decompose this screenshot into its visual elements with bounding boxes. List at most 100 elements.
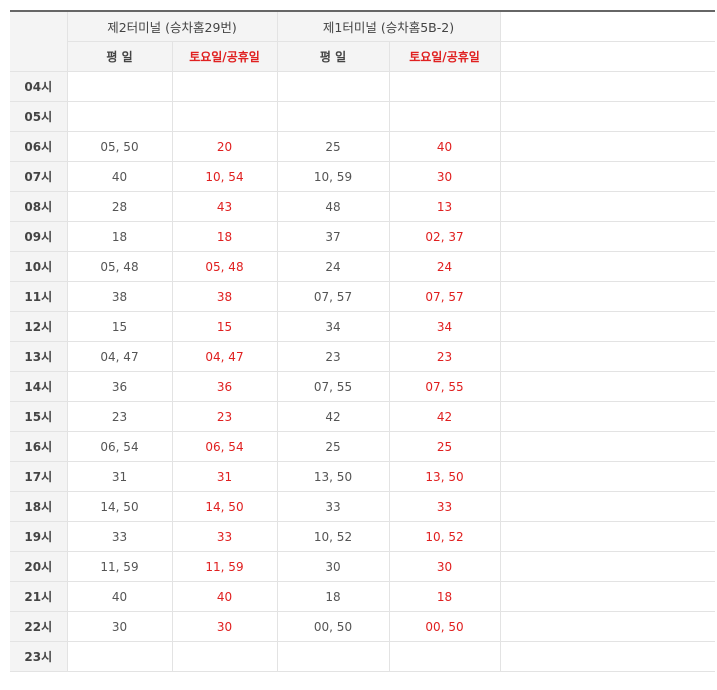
t2-holiday-cell: 14, 50 bbox=[172, 491, 278, 522]
table-row: 07시 40 10, 54 10, 59 30 bbox=[10, 161, 716, 192]
t2-weekday-cell: 31 bbox=[67, 461, 173, 492]
table-row: 13시 04, 47 04, 47 23 23 bbox=[10, 341, 716, 372]
t2-holiday-cell: 10, 54 bbox=[172, 161, 278, 192]
row-spacer bbox=[500, 461, 716, 492]
t2-weekday-cell bbox=[67, 641, 173, 672]
t1-holiday-cell: 13, 50 bbox=[389, 461, 501, 492]
t1-holiday-cell: 10, 52 bbox=[389, 521, 501, 552]
hour-cell: 13시 bbox=[10, 341, 68, 372]
row-spacer bbox=[500, 161, 716, 192]
table-row: 19시 33 33 10, 52 10, 52 bbox=[10, 521, 716, 552]
table-row: 22시 30 30 00, 50 00, 50 bbox=[10, 611, 716, 642]
hour-cell: 18시 bbox=[10, 491, 68, 522]
t1-weekday-cell: 24 bbox=[277, 251, 390, 282]
t2-weekday-cell: 40 bbox=[67, 161, 173, 192]
t2-weekday-cell bbox=[67, 101, 173, 132]
table-row: 21시 40 40 18 18 bbox=[10, 581, 716, 612]
row-spacer bbox=[500, 131, 716, 162]
t1-weekday-cell bbox=[277, 641, 390, 672]
t1-holiday-cell: 40 bbox=[389, 131, 501, 162]
hour-cell: 22시 bbox=[10, 611, 68, 642]
table-row: 20시 11, 59 11, 59 30 30 bbox=[10, 551, 716, 582]
row-spacer bbox=[500, 101, 716, 132]
t1-weekday-cell: 34 bbox=[277, 311, 390, 342]
hour-cell: 14시 bbox=[10, 371, 68, 402]
t2-weekday-cell: 30 bbox=[67, 611, 173, 642]
hour-cell: 23시 bbox=[10, 641, 68, 672]
t1-weekday-cell: 07, 57 bbox=[277, 281, 390, 312]
t2-weekday-cell: 15 bbox=[67, 311, 173, 342]
hour-cell: 19시 bbox=[10, 521, 68, 552]
row-spacer bbox=[500, 581, 716, 612]
table-row: 05시 bbox=[10, 101, 716, 132]
t2-holiday-cell: 15 bbox=[172, 311, 278, 342]
t2-weekday-cell: 40 bbox=[67, 581, 173, 612]
hour-cell: 17시 bbox=[10, 461, 68, 492]
t2-weekday-cell: 33 bbox=[67, 521, 173, 552]
row-spacer bbox=[500, 71, 716, 102]
t2-holiday-cell: 23 bbox=[172, 401, 278, 432]
hour-cell: 10시 bbox=[10, 251, 68, 282]
t2-holiday-cell: 11, 59 bbox=[172, 551, 278, 582]
table-row: 04시 bbox=[10, 71, 716, 102]
hour-cell: 09시 bbox=[10, 221, 68, 252]
t2-holiday-cell: 43 bbox=[172, 191, 278, 222]
t1-holiday-cell: 33 bbox=[389, 491, 501, 522]
t1-weekday-cell: 25 bbox=[277, 431, 390, 462]
t2-weekday-cell: 36 bbox=[67, 371, 173, 402]
t1-holiday-cell bbox=[389, 71, 501, 102]
t1-holiday-header: 토요일/공휴일 bbox=[389, 41, 501, 72]
table-row: 06시 05, 50 20 25 40 bbox=[10, 131, 716, 162]
timetable-body: 04시 05시 06시 05, 50 20 25 40 07시 40 10, 54 10, 59 30… bbox=[10, 71, 716, 672]
t1-weekday-header: 평 일 bbox=[277, 41, 390, 72]
t2-holiday-cell bbox=[172, 71, 278, 102]
t2-holiday-cell: 40 bbox=[172, 581, 278, 612]
t1-weekday-cell: 07, 55 bbox=[277, 371, 390, 402]
t1-weekday-cell: 42 bbox=[277, 401, 390, 432]
t1-weekday-cell: 00, 50 bbox=[277, 611, 390, 642]
hour-cell: 08시 bbox=[10, 191, 68, 222]
table-row: 15시 23 23 42 42 bbox=[10, 401, 716, 432]
hour-cell: 11시 bbox=[10, 281, 68, 312]
terminal-2-header: 제2터미널 (승차홈29번) bbox=[67, 11, 278, 42]
t2-holiday-cell: 38 bbox=[172, 281, 278, 312]
t1-holiday-cell: 07, 57 bbox=[389, 281, 501, 312]
t2-weekday-cell: 18 bbox=[67, 221, 173, 252]
t2-holiday-cell: 33 bbox=[172, 521, 278, 552]
bus-timetable: 제2터미널 (승차홈29번) 제1터미널 (승차홈5B-2) 평 일 토요일/공… bbox=[10, 10, 716, 672]
hour-cell: 20시 bbox=[10, 551, 68, 582]
row-spacer bbox=[500, 191, 716, 222]
t2-holiday-cell: 20 bbox=[172, 131, 278, 162]
t2-weekday-cell: 05, 50 bbox=[67, 131, 173, 162]
row-spacer bbox=[500, 311, 716, 342]
t1-weekday-cell bbox=[277, 71, 390, 102]
t1-holiday-cell: 02, 37 bbox=[389, 221, 501, 252]
t2-holiday-cell bbox=[172, 641, 278, 672]
row-spacer bbox=[500, 431, 716, 462]
table-row: 16시 06, 54 06, 54 25 25 bbox=[10, 431, 716, 462]
hour-cell: 04시 bbox=[10, 71, 68, 102]
t1-weekday-cell: 25 bbox=[277, 131, 390, 162]
t2-weekday-cell: 38 bbox=[67, 281, 173, 312]
hour-cell: 07시 bbox=[10, 161, 68, 192]
t1-weekday-cell: 10, 59 bbox=[277, 161, 390, 192]
t2-weekday-cell: 04, 47 bbox=[67, 341, 173, 372]
t1-holiday-cell: 18 bbox=[389, 581, 501, 612]
hour-cell: 05시 bbox=[10, 101, 68, 132]
t1-holiday-cell: 42 bbox=[389, 401, 501, 432]
table-row: 17시 31 31 13, 50 13, 50 bbox=[10, 461, 716, 492]
t1-weekday-cell: 33 bbox=[277, 491, 390, 522]
t2-weekday-cell: 06, 54 bbox=[67, 431, 173, 462]
t1-holiday-cell: 30 bbox=[389, 161, 501, 192]
hour-cell: 15시 bbox=[10, 401, 68, 432]
row-spacer bbox=[500, 611, 716, 642]
t2-holiday-cell: 06, 54 bbox=[172, 431, 278, 462]
t2-holiday-cell: 05, 48 bbox=[172, 251, 278, 282]
t1-holiday-cell: 34 bbox=[389, 311, 501, 342]
t2-holiday-cell: 36 bbox=[172, 371, 278, 402]
row-spacer bbox=[500, 281, 716, 312]
row-spacer bbox=[500, 401, 716, 432]
row-spacer bbox=[500, 371, 716, 402]
row-spacer bbox=[500, 491, 716, 522]
row-spacer bbox=[500, 551, 716, 582]
